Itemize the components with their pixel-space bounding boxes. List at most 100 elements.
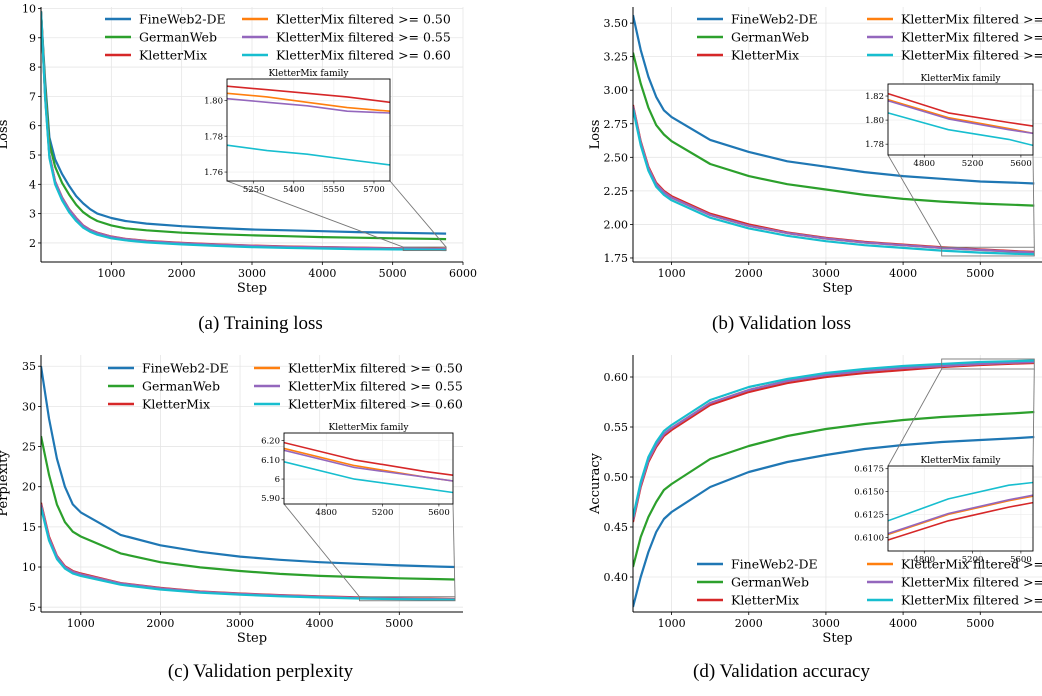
validation-loss-inset-line-klettermix (888, 92, 1033, 127)
validation-perplexity-ytick-label-6: 35 (22, 360, 36, 373)
training-loss-inset-series-group (227, 85, 390, 166)
training-loss-ytick-label-2: 4 (29, 178, 36, 191)
validation-accuracy-ytick-label-1: 0.45 (604, 521, 629, 534)
validation-loss-ylabel: Loss (588, 120, 603, 150)
validation-loss-inset-series-group (888, 92, 1033, 147)
validation-perplexity-ytick-label-0: 5 (29, 601, 36, 614)
validation-perplexity-legend-label-klettermix-050: KletterMix filtered >= 0.50 (288, 361, 463, 376)
validation-accuracy-xtick-label-0: 1000 (658, 617, 686, 630)
training-loss-inset-frame (226, 78, 391, 182)
validation-accuracy-inset-series-group (888, 481, 1033, 541)
validation-loss-ytick-label-6: 3.25 (604, 51, 629, 64)
panel-validation-accuracy: 1000 2000 3000 4000 5000 0.40 0.45 0.50 0.55 0.60… (521, 348, 1042, 696)
validation-perplexity-zoom-connector-right (452, 503, 456, 597)
panel-validation-perplexity: 1000 2000 3000 4000 5000 5 10 15 20 25 30 35 Step Per… (0, 348, 521, 696)
validation-accuracy-ytick-label-3: 0.55 (604, 421, 629, 434)
validation-accuracy-legend-label-klettermix-060: KletterMix filtered >= 0.60 (901, 593, 1042, 608)
validation-loss-zoom-connector-right (1032, 154, 1035, 248)
validation-accuracy-ylabel: Accuracy (588, 452, 603, 515)
validation-loss-ytick-label-5: 3.00 (604, 84, 629, 97)
training-loss-ytick-label-7: 9 (29, 32, 36, 45)
validation-perplexity-line-klettermix-050 (41, 504, 456, 601)
validation-loss-inset-frame (887, 83, 1034, 156)
panel-training-loss: 1000 2000 3000 4000 5000 6000 2 3 4 5 6 7 8 9 10 Step Lo… (0, 0, 521, 348)
validation-perplexity-ytick-label-4: 25 (22, 441, 36, 454)
training-loss-legend-label-klettermix-060: KletterMix filtered >= 0.60 (276, 48, 451, 63)
training-loss-ytick-label-5: 7 (29, 90, 36, 103)
panel-validation-loss: 1000 2000 3000 4000 5000 1.75 2.00 2.25 2.50 2.75… (521, 0, 1042, 348)
validation-loss-xtick-label-0: 1000 (658, 267, 686, 280)
training-loss-ytick-label-0: 2 (29, 237, 36, 250)
validation-loss-inset-ytick-label-2: 1.82 (865, 92, 884, 102)
training-loss-xtick-label-5: 6000 (449, 267, 477, 280)
training-loss-inset-line-klettermix-050 (227, 92, 390, 112)
validation-accuracy-zoom-connector-right (1032, 368, 1035, 467)
training-loss-inset-ytick-label-1: 1.78 (204, 132, 223, 142)
validation-loss-ytick-label-4: 2.75 (604, 118, 629, 131)
validation-loss-zoom-connector-left (887, 154, 943, 248)
caption-validation-accuracy: (d) Validation accuracy (693, 661, 870, 682)
validation-perplexity-zoom-connector-left (283, 503, 360, 598)
validation-perplexity-line-klettermix-055 (41, 504, 456, 601)
validation-perplexity-inset-ytick-label-3: 6.20 (261, 437, 280, 447)
validation-accuracy-ytick-label-4: 0.60 (604, 371, 629, 384)
validation-perplexity-inset-xtick-label-2: 5600 (428, 508, 450, 518)
validation-accuracy-ytick-label-0: 0.40 (604, 571, 629, 584)
validation-perplexity-xtick-label-1: 2000 (146, 617, 174, 630)
training-loss-ytick-label-4: 6 (29, 120, 36, 133)
validation-perplexity-inset-series-group (284, 441, 453, 494)
training-loss-zoom-region (402, 246, 447, 252)
training-loss-inset-xtick-label-2: 5550 (323, 185, 345, 195)
validation-accuracy-xtick-label-4: 5000 (966, 617, 994, 630)
validation-perplexity-ylabel: Perplexity (0, 450, 11, 517)
chart-validation-accuracy: 1000 2000 3000 4000 5000 0.40 0.45 0.50 0.55 0.60… (588, 355, 1042, 646)
validation-accuracy-inset-line-klettermix-060 (888, 481, 1033, 522)
validation-accuracy-xtick-label-1: 2000 (735, 617, 763, 630)
training-loss-series-group (41, 11, 447, 252)
validation-accuracy-series-group (633, 359, 1035, 608)
validation-perplexity-ytick-label-3: 20 (22, 481, 36, 494)
training-loss-inset-ytick-label-0: 1.76 (204, 168, 223, 178)
training-loss-xtick-label-4: 5000 (379, 267, 407, 280)
validation-accuracy-inset-ytick-label-1: 0.6125 (854, 510, 884, 520)
training-loss-ytick-label-6: 8 (29, 61, 36, 74)
validation-perplexity-xlabel: Step (237, 631, 267, 646)
validation-perplexity-series-group (41, 366, 456, 601)
validation-loss-inset-xtick-label-2: 5600 (1010, 159, 1032, 169)
validation-loss-inset-line-klettermix-060 (888, 112, 1033, 147)
caption-validation-loss: (b) Validation loss (712, 313, 851, 334)
validation-perplexity-inset-title: KletterMix family (329, 423, 410, 433)
validation-perplexity-line-fineweb2-de (41, 366, 456, 569)
validation-perplexity-inset-frame (283, 432, 454, 505)
training-loss-ylabel: Loss (0, 120, 11, 150)
validation-loss-line-klettermix-055 (633, 106, 1035, 254)
training-loss-inset-title: KletterMix family (269, 69, 350, 79)
validation-loss-inset-xtick-label-0: 4800 (913, 159, 935, 169)
training-loss-legend-label-germanweb: GermanWeb (139, 30, 217, 45)
validation-loss-line-fineweb2-de (633, 14, 1035, 185)
training-loss-xtick-label-1: 2000 (168, 267, 196, 280)
validation-loss-xtick-label-4: 5000 (966, 267, 994, 280)
validation-accuracy-inset-background (888, 466, 1033, 551)
training-loss-line-germanweb (41, 11, 447, 241)
validation-perplexity-ytick-label-2: 15 (22, 521, 36, 534)
validation-loss-legend-label-germanweb: GermanWeb (731, 30, 809, 45)
validation-perplexity-legend-label-germanweb: GermanWeb (142, 379, 220, 394)
validation-accuracy-xtick-label-2: 3000 (812, 617, 840, 630)
training-loss-inset-xtick-label-0: 5250 (243, 185, 265, 195)
validation-loss-legend-label-fineweb2-de: FineWeb2-DE (731, 12, 818, 27)
validation-perplexity-xtick-label-0: 1000 (67, 617, 95, 630)
validation-loss-ytick-label-1: 2.00 (604, 218, 629, 231)
training-loss-inset-ytick-label-2: 1.80 (204, 96, 223, 106)
training-loss-legend-label-fineweb2-de: FineWeb2-DE (139, 12, 226, 27)
validation-loss-line-germanweb (633, 52, 1035, 207)
validation-accuracy-inset-title: KletterMix family (921, 456, 1002, 466)
validation-loss-inset-line-klettermix-055 (888, 100, 1033, 135)
validation-accuracy-inset-xtick-label-0: 4800 (913, 555, 935, 565)
validation-loss-xtick-label-1: 2000 (735, 267, 763, 280)
training-loss-xtick-label-0: 1000 (97, 267, 125, 280)
training-loss-legend-label-klettermix: KletterMix (139, 48, 207, 63)
validation-perplexity-legend-label-fineweb2-de: FineWeb2-DE (142, 361, 229, 376)
validation-perplexity-line-klettermix-060 (41, 507, 456, 601)
